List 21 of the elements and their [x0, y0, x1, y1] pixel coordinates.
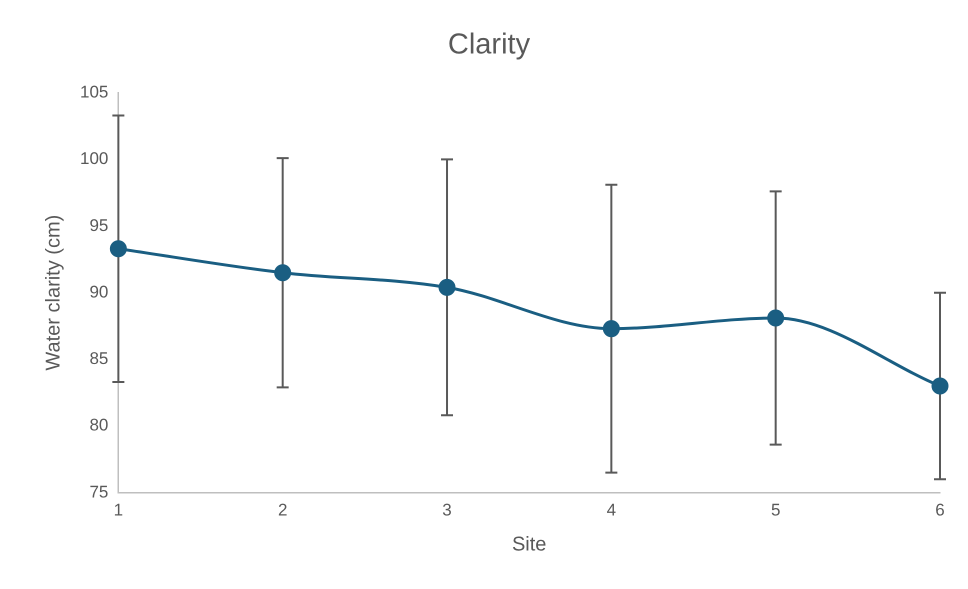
y-tick-label: 90	[89, 282, 108, 302]
point	[438, 278, 456, 296]
x-tick-label: 4	[606, 500, 616, 520]
point	[602, 320, 620, 338]
y-tick-label: 75	[89, 482, 108, 502]
x-tick-label: 3	[442, 500, 452, 520]
y-tick-label: 95	[89, 216, 108, 235]
y-tick-label: 105	[80, 82, 108, 102]
point	[767, 310, 784, 327]
chart-title: Clarity	[448, 28, 531, 60]
point	[932, 377, 948, 394]
x-tick-label: 6	[935, 500, 945, 520]
y-axis-title: Water clarity (cm)	[42, 214, 65, 371]
x-tick-label: 5	[770, 500, 780, 520]
x-tick-label: 1	[114, 500, 124, 520]
x-tick-label: 2	[278, 500, 288, 520]
x-axis-title: Site	[512, 534, 546, 556]
y-tick-label: 80	[89, 416, 108, 435]
y-tick-label: 100	[80, 149, 108, 168]
y-tick-label: 85	[89, 349, 108, 368]
point	[274, 264, 292, 282]
